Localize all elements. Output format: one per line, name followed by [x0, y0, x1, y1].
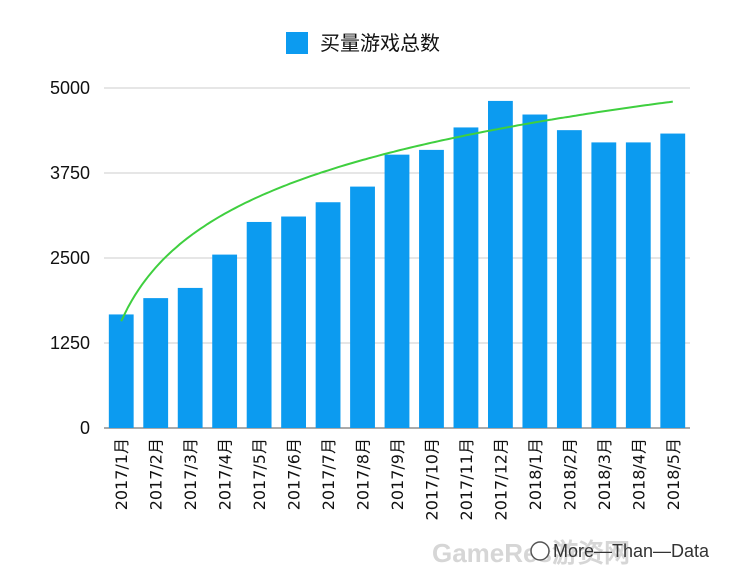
bar [625, 142, 651, 428]
bar [177, 287, 203, 428]
bar [488, 100, 513, 429]
y-tick-label: 3750 [50, 163, 90, 183]
x-tick-label: 2017/10月 [422, 438, 441, 520]
bar [315, 202, 341, 428]
bar [660, 133, 686, 428]
y-tick-label: 0 [80, 418, 90, 438]
bar [522, 114, 548, 429]
x-tick-label: 2018/2月 [560, 438, 579, 510]
legend-swatch [286, 32, 308, 54]
bar [453, 127, 479, 428]
y-tick-label: 5000 [50, 78, 90, 98]
bar [419, 149, 444, 428]
x-tick-label: 2017/12月 [491, 438, 510, 520]
x-axis: 2017/1月 2017/2月 2017/3月 2017/4月 2017/5月 2017/… [112, 438, 683, 520]
x-tick-label: 2018/1月 [526, 438, 545, 510]
y-tick-label: 2500 [50, 248, 90, 268]
bar [556, 130, 582, 428]
bar [246, 221, 272, 428]
bar [143, 298, 169, 428]
bar [108, 314, 134, 428]
x-tick-label: 2018/4月 [629, 438, 648, 510]
x-tick-label: 2017/7月 [319, 438, 338, 510]
bar [350, 186, 375, 428]
legend: 买量游戏总数 [286, 31, 440, 55]
wechat-icon [530, 541, 550, 561]
bar [384, 154, 410, 428]
x-tick-label: 2017/11月 [457, 438, 476, 520]
legend-label: 买量游戏总数 [320, 31, 440, 55]
x-tick-label: 2017/9月 [388, 438, 407, 510]
y-axis: 0 1250 2500 3750 5000 [50, 78, 90, 438]
x-tick-label: 2018/5月 [664, 438, 683, 510]
x-tick-label: 2017/4月 [216, 438, 235, 510]
x-tick-label: 2017/2月 [147, 438, 166, 510]
x-tick-label: 2017/8月 [354, 438, 373, 510]
bars [108, 100, 686, 429]
x-tick-label: 2017/6月 [285, 438, 304, 510]
x-tick-label: 2018/3月 [595, 438, 614, 510]
x-tick-label: 2017/3月 [181, 438, 200, 510]
watermark-text: More—Than—Data [553, 541, 710, 561]
bar [591, 142, 617, 428]
bar [212, 254, 238, 428]
watermark: GameRes游资网 More—Than—Data [432, 538, 710, 568]
x-tick-label: 2017/1月 [112, 438, 131, 510]
bar [281, 216, 306, 428]
y-tick-label: 1250 [50, 333, 90, 353]
trendline [120, 100, 673, 322]
x-tick-label: 2017/5月 [250, 438, 269, 510]
